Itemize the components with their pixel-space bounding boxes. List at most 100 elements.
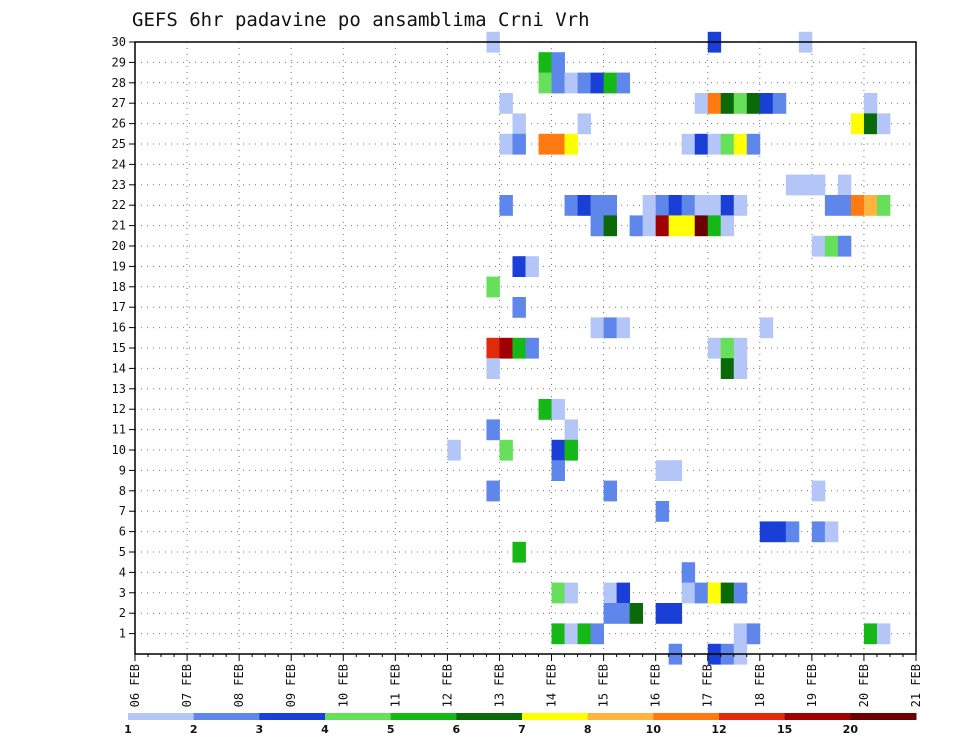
- colorbar-segment: [587, 713, 654, 720]
- colorbar-segment: [259, 713, 326, 720]
- y-tick-label: 6: [119, 525, 126, 539]
- heatmap-cell: [642, 195, 657, 216]
- heatmap-cell: [551, 460, 565, 481]
- y-tick-label: 14: [112, 361, 126, 375]
- colorbar-segment: [850, 713, 917, 720]
- y-tick-label: 1: [119, 627, 126, 641]
- x-tick-label: 21 FEB: [909, 664, 923, 707]
- colorbar-segment: [784, 713, 851, 720]
- heatmap-cell: [564, 72, 578, 94]
- heatmap-cell: [733, 93, 748, 114]
- heatmap-cell: [564, 419, 578, 441]
- heatmap-cell: [538, 72, 552, 94]
- heatmap-cell: [629, 215, 644, 237]
- heatmap-cell: [707, 195, 722, 216]
- y-tick-label: 7: [119, 504, 126, 518]
- y-tick-label: 13: [112, 382, 126, 396]
- x-axis-ticks: 06 FEB 07 FEB 08 FEB 09 FEB 10 FEB 11 FEB 12 F…: [128, 654, 923, 707]
- heatmap-cell: [551, 439, 565, 461]
- heatmap-cell: [486, 480, 500, 502]
- heatmap-cell: [694, 582, 709, 604]
- heatmap-cell: [603, 582, 618, 604]
- y-tick-label: 25: [112, 137, 126, 151]
- heatmap-cell: [590, 623, 604, 645]
- heatmap-cell: [590, 317, 604, 339]
- colorbar-segment: [719, 713, 786, 720]
- heatmap-cell: [499, 439, 513, 461]
- colorbar-segment: [193, 713, 260, 720]
- y-tick-label: 24: [112, 157, 126, 171]
- heatmap-cell: [668, 460, 683, 481]
- colorbar-segment: [390, 713, 457, 720]
- heatmap-cell: [811, 174, 826, 196]
- colorbar-label: 20: [843, 723, 859, 736]
- heatmap-cell: [681, 195, 696, 216]
- y-tick-label: 30: [112, 35, 126, 49]
- colorbar-segment: [128, 713, 195, 720]
- heatmap-cell: [707, 337, 722, 359]
- heatmap-cell: [811, 235, 826, 257]
- heatmap-cell: [603, 215, 618, 237]
- y-tick-label: 5: [119, 545, 126, 559]
- heatmap-cell: [512, 133, 526, 155]
- heatmap-cell: [616, 603, 631, 624]
- heatmap-cell: [499, 195, 513, 216]
- colorbar-segment: [325, 713, 392, 720]
- heatmap-cell: [733, 337, 748, 359]
- heatmap-cell: [694, 93, 709, 114]
- heatmap-cell: [512, 541, 526, 563]
- y-tick-label: 23: [112, 178, 126, 192]
- heatmap-cells: [447, 31, 891, 665]
- colorbar-label: 5: [387, 723, 395, 736]
- heatmap-cell: [733, 195, 748, 216]
- heatmap-cell: [525, 337, 539, 359]
- heatmap-cell: [759, 521, 774, 543]
- colorbar: 1 2 3 4 5 6 7 8 10 12 15 20: [124, 713, 917, 736]
- heatmap-cell: [551, 399, 565, 420]
- heatmap-cell: [720, 215, 735, 237]
- heatmap-cell: [564, 582, 578, 604]
- y-tick-label: 26: [112, 117, 126, 131]
- heatmap-cell: [759, 317, 774, 339]
- heatmap-cell: [824, 195, 839, 216]
- heatmap-cell: [577, 195, 591, 216]
- x-tick-label: 06 FEB: [128, 664, 142, 707]
- heatmap-cell: [798, 174, 813, 196]
- heatmap-cell: [564, 133, 578, 155]
- heatmap-cell: [668, 195, 683, 216]
- heatmap-cell: [720, 582, 735, 604]
- heatmap-cell: [837, 174, 852, 196]
- heatmap-cell: [759, 93, 774, 114]
- heatmap-cell: [863, 113, 878, 135]
- heatmap-cell: [512, 256, 526, 277]
- heatmap-cell: [863, 195, 878, 216]
- heatmap-cell: [824, 521, 839, 543]
- heatmap-cell: [707, 215, 722, 237]
- heatmap-cell: [824, 235, 839, 257]
- heatmap-cell: [694, 195, 709, 216]
- y-tick-label: 4: [119, 565, 126, 579]
- heatmap-cell: [694, 133, 709, 155]
- heatmap-cell: [499, 133, 513, 155]
- heatmap-cell: [538, 399, 552, 420]
- heatmap-cell: [590, 215, 604, 237]
- heatmap-cell: [811, 480, 826, 502]
- heatmap-cell: [551, 133, 565, 155]
- heatmap-cell: [486, 276, 500, 298]
- heatmap-cell: [590, 72, 604, 94]
- heatmap-cell: [733, 582, 748, 604]
- heatmap-cell: [486, 337, 500, 359]
- heatmap-cell: [837, 195, 852, 216]
- colorbar-label: 8: [584, 723, 592, 736]
- heatmap-cell: [681, 215, 696, 237]
- heatmap-cell: [863, 93, 878, 114]
- heatmap-cell: [616, 582, 631, 604]
- colorbar-label: 4: [321, 723, 329, 736]
- heatmap-cell: [668, 603, 683, 624]
- heatmap-cell: [772, 521, 787, 543]
- heatmap-cell: [720, 93, 735, 114]
- x-tick-label: 07 FEB: [180, 664, 194, 707]
- heatmap-cell: [772, 93, 787, 114]
- heatmap-cell: [577, 72, 591, 94]
